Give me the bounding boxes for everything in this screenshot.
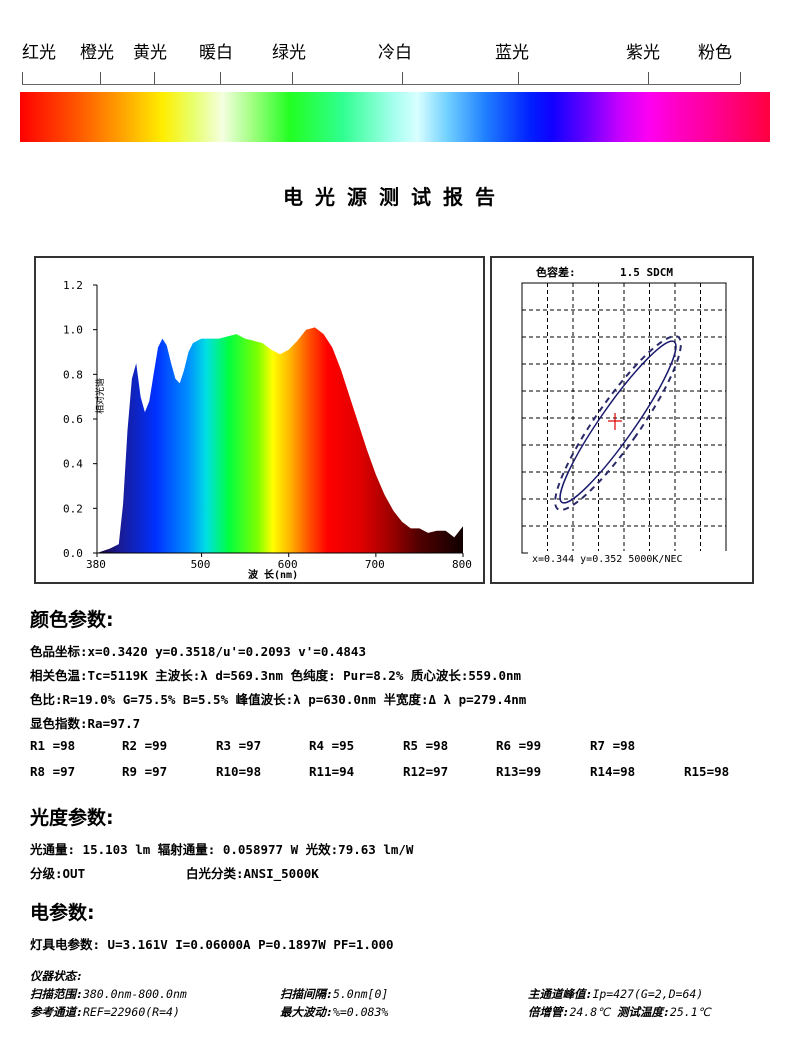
- x-tick-label: 500: [191, 558, 211, 571]
- y-tick-label: 0.4: [63, 458, 83, 471]
- x-tick-label: 800: [452, 558, 472, 571]
- band-tick: [740, 72, 741, 84]
- r-value: R11=94: [309, 764, 355, 779]
- sdcm-inner-ellipse: [559, 340, 677, 504]
- x-tick-label: 600: [278, 558, 298, 571]
- r-value: R10=98: [216, 764, 262, 779]
- r-value: R2 =99: [122, 738, 168, 753]
- r-value: R7 =98: [590, 738, 636, 753]
- sdcm-heading: 色容差:: [536, 265, 576, 279]
- elec-values-line: 灯具电参数: U=3.161V I=0.06000A P=0.1897W PF=…: [30, 937, 394, 952]
- sdcm-value: 1.5 SDCM: [620, 266, 673, 279]
- band-label-warm-white: 暖白: [199, 43, 233, 63]
- band-label-yellow: 黄光: [133, 43, 167, 63]
- instrument-heading: 仪器状态:: [30, 969, 83, 983]
- x-tick-label: 380: [86, 558, 106, 571]
- cct-line: 相关色温:Tc=5119K 主波长:λ d=569.3nm 色纯度: Pur=8…: [30, 668, 522, 683]
- scan-range: 扫描范围:380.0nm-800.0nm: [30, 987, 187, 1001]
- band-tick: [220, 72, 221, 84]
- y-tick-label: 0.6: [63, 413, 83, 426]
- chroma-tolerance-panel: 色容差: 1.5 SDCM x=0.344 y=0.352 5000K/NEC: [490, 256, 754, 584]
- color-params-heading: 颜色参数:: [30, 609, 114, 631]
- band-label-green: 绿光: [272, 43, 306, 63]
- color-ratio-line: 色比:R=19.0% G=75.5% B=5.5% 峰值波长:λ p=630.0…: [30, 692, 527, 707]
- sdcm-grid: [522, 283, 726, 553]
- band-label-pink: 粉色: [698, 43, 732, 63]
- x-tick-label: 700: [365, 558, 385, 571]
- grade-line: 分级:OUT: [30, 866, 86, 881]
- r-value: R14=98: [590, 764, 636, 779]
- sdcm-outer-ellipse: [554, 335, 682, 511]
- ra-line: 显色指数:Ra=97.7: [30, 716, 141, 731]
- max-fluctuation: 最大波动:%=0.083%: [280, 1005, 389, 1019]
- r-value: R5 =98: [403, 738, 449, 753]
- r-value: R3 =97: [216, 738, 262, 753]
- band-tick: [22, 72, 23, 84]
- y-tick-label: 1.2: [63, 279, 83, 292]
- band-tick: [402, 72, 403, 84]
- band-tick: [648, 72, 649, 84]
- sdcm-footer: x=0.344 y=0.352 5000K/NEC: [532, 554, 683, 565]
- r-value: R13=99: [496, 764, 542, 779]
- band-scale-line: [22, 84, 740, 85]
- report-title: 电光源测试报告: [283, 185, 507, 209]
- footer-bg: [528, 551, 748, 565]
- y-tick-label: 0.8: [63, 368, 83, 381]
- color-spectrum-bar: [20, 92, 770, 142]
- spectrum-chart-panel: 0.0 0.2 0.4 0.6 0.8 1.0 1.2 380 500 600 700 800 相对光…: [34, 256, 485, 584]
- band-tick: [518, 72, 519, 84]
- white-class-line: 白光分类:ANSI_5000K: [186, 866, 319, 881]
- band-label-red: 红光: [22, 43, 56, 63]
- spectrum-chart: 0.0 0.2 0.4 0.6 0.8 1.0 1.2 380 500 600 700 800 相对光…: [63, 279, 472, 581]
- band-tick: [292, 72, 293, 84]
- spectrum-area: [97, 327, 463, 553]
- band-label-purple: 紫光: [626, 43, 660, 63]
- band-tick: [154, 72, 155, 84]
- r-value: R6 =99: [496, 738, 542, 753]
- r-value: R12=97: [403, 764, 449, 779]
- ref-channel: 参考通道:REF=22960(R=4): [30, 1005, 180, 1019]
- r-value: R8 =97: [30, 764, 76, 779]
- sdcm-ellipse-plot: 色容差: 1.5 SDCM x=0.344 y=0.352 5000K/NEC: [521, 265, 748, 565]
- band-label-orange: 橙光: [80, 43, 114, 63]
- r-value: R9 =97: [122, 764, 168, 779]
- r-value: R15=98: [684, 764, 730, 779]
- band-label-cool-white: 冷白: [378, 43, 412, 63]
- r-value: R1 =98: [30, 738, 76, 753]
- chromaticity-line: 色品坐标:x=0.3420 y=0.3518/u'=0.2093 v'=0.48…: [30, 644, 366, 659]
- elec-params-heading: 电参数:: [30, 902, 95, 924]
- y-tick-label: 0.2: [63, 502, 83, 515]
- y-axis-label: 相对光谱: [94, 378, 106, 414]
- band-tick: [100, 72, 101, 84]
- x-axis-label: 波 长(nm): [248, 568, 298, 581]
- main-peak: 主通道峰值:Ip=427(G=2,D=64): [528, 987, 704, 1001]
- y-tick-label: 0.0: [63, 547, 83, 560]
- scan-interval: 扫描间隔:5.0nm[0]: [280, 987, 389, 1001]
- r-value: R4 =95: [309, 738, 355, 753]
- photo-params-heading: 光度参数:: [30, 807, 114, 829]
- y-tick-label: 1.0: [63, 324, 83, 337]
- flux-line: 光通量: 15.103 lm 辐射通量: 0.058977 W 光效:79.63…: [30, 842, 414, 857]
- gain-and-temp: 倍增管:24.8℃ 测试温度:25.1℃: [528, 1005, 711, 1019]
- band-label-blue: 蓝光: [495, 43, 529, 63]
